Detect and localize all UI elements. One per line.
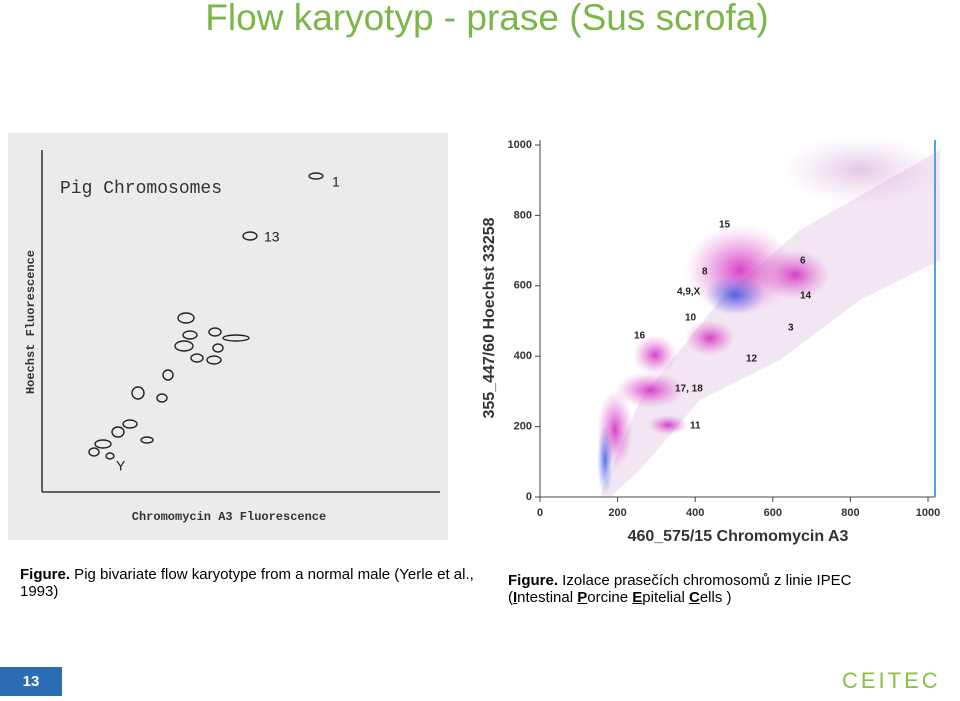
contours [88, 172, 324, 460]
scatter-cloud [597, 135, 940, 497]
caption-part: E [632, 589, 643, 606]
caption-part: P [577, 589, 588, 606]
caption-line: Figure. Izolace prasečích chromosomů z l… [508, 572, 948, 589]
caption-text: Izolace prasečích chromosomů z linie IPE… [558, 572, 852, 589]
y-tick-label: 0 [526, 491, 532, 503]
y-tick-label: 200 [514, 421, 532, 433]
chromosome-label: 17, 18 [675, 384, 703, 395]
caption-part: ells ) [699, 589, 732, 606]
chromosome-label: 4,9,X [677, 287, 701, 298]
chromosome-label: 13 [264, 229, 280, 245]
figure-title: Pig Chromosomes [60, 179, 222, 199]
chromosome-label: 12 [746, 354, 758, 365]
caption-line: (Intestinal Porcine Epitelial Cells ) [508, 589, 948, 606]
logo: CEITEC [842, 668, 941, 693]
caption-part: orcine [587, 589, 633, 606]
y-tick-label: 800 [514, 209, 532, 221]
chromosome-label: 16 [634, 331, 646, 342]
chromosome-label: 8 [702, 267, 708, 278]
chromosome-label: 1 [332, 174, 340, 190]
right-caption: Figure. Izolace prasečích chromosomů z l… [508, 572, 948, 606]
caption-part: C [688, 589, 700, 606]
caption-lead: Figure. [508, 572, 559, 589]
left-figure: Pig Chromosomes 1 13 Y Chromomycin A3 Fl… [8, 133, 448, 540]
left-caption: Figure. Pig bivariate flow karyotype fro… [20, 566, 475, 600]
figure-background [8, 133, 448, 540]
chromosome-label: Y [116, 458, 126, 474]
caption-part: ntestinal [517, 589, 578, 606]
chromosome-label: 6 [800, 256, 806, 267]
x-tick-label: 800 [841, 507, 859, 519]
x-axis-label: Chromomycin A3 Fluorescence [132, 510, 326, 524]
chromosome-labels: 15 8 6 4,9,X 14 10 3 16 12 17, 18 11 [634, 220, 812, 432]
y-tick-label: 600 [514, 280, 532, 292]
right-figure: 0 200 400 600 800 1000 0 200 400 600 800 1000 460_5… [470, 133, 946, 550]
chromosome-label: 3 [788, 323, 794, 334]
x-tick-label: 0 [537, 507, 543, 519]
y-axis-label: Hoechst Fluorescence [24, 250, 38, 394]
caption-part: pitelial [642, 589, 689, 606]
x-tick-label: 1000 [916, 507, 940, 519]
x-tick-label: 600 [764, 507, 782, 519]
x-tick-label: 200 [608, 507, 626, 519]
y-tick-label: 400 [514, 350, 532, 362]
page-number: 13 [0, 667, 62, 696]
chromosome-label: 10 [685, 313, 697, 324]
chromosome-label: 15 [719, 220, 731, 231]
caption-lead: Figure. [20, 566, 71, 583]
chromosome-label: 11 [690, 421, 701, 432]
ticks: 0 200 400 600 800 1000 0 200 400 600 800 1000 [508, 139, 941, 519]
x-tick-label: 400 [686, 507, 704, 519]
x-axis-label: 460_575/15 Chromomycin A3 [628, 528, 849, 545]
y-tick-label: 1000 [508, 139, 532, 151]
caption-part: I [513, 589, 518, 606]
caption-part: ( [508, 589, 513, 606]
chromosome-label: 14 [800, 291, 812, 302]
y-axis-label: 355_447/60 Hoechst 33258 [481, 217, 498, 418]
slide-title: Flow karyotyp - prase (Sus scrofa) [205, 0, 768, 38]
caption-text: Pig bivariate flow karyotype from a norm… [20, 566, 474, 600]
